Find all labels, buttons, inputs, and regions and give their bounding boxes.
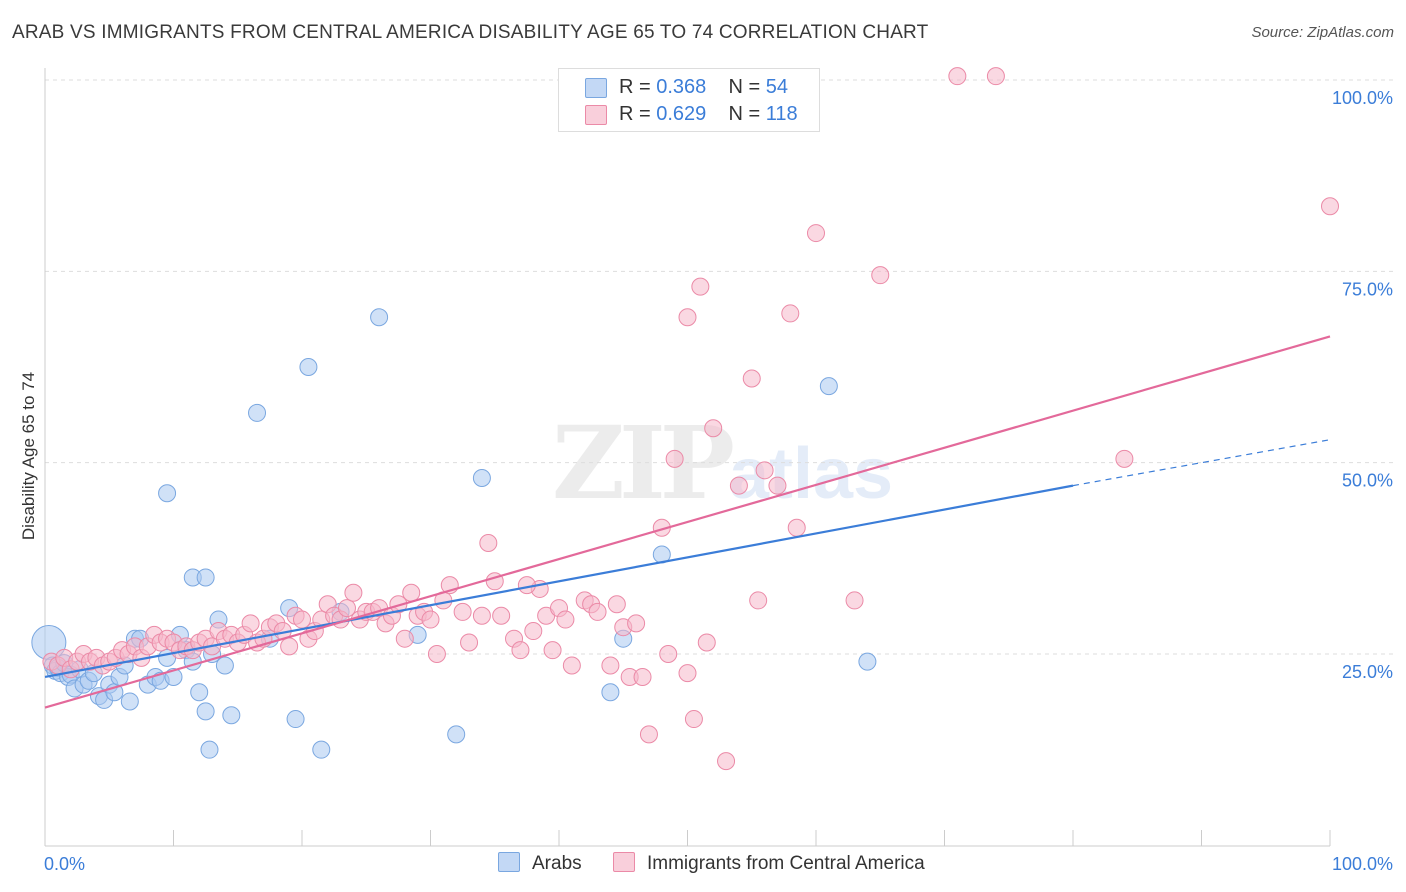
central-america-point (659, 645, 678, 663)
central-america-point (524, 622, 543, 641)
source-label: Source: ZipAtlas.com (1251, 24, 1394, 41)
chart-title: ARAB VS IMMIGRANTS FROM CENTRAL AMERICA … (12, 22, 929, 43)
central-america-point (479, 534, 498, 553)
central-america-point (871, 266, 890, 285)
central-america-point (704, 419, 723, 438)
central-america-point (241, 614, 260, 633)
arabs-point (286, 710, 305, 729)
central-america-point (543, 641, 562, 660)
central-america-point (601, 656, 620, 675)
central-america-point (742, 369, 761, 388)
y-tick-label: 25.0% (1342, 662, 1393, 682)
central-america-point (395, 629, 414, 648)
arabs-point (200, 740, 219, 759)
arabs-point (819, 377, 838, 396)
central-america-point (627, 614, 646, 633)
central-america-point (344, 583, 363, 602)
central-america-point (511, 641, 530, 660)
central-america-point (729, 476, 748, 495)
arabs-point (312, 740, 331, 759)
arabs-point (472, 468, 491, 487)
x-tick-label-max: 100.0% (1332, 854, 1393, 874)
legend-r-label: R = (619, 76, 651, 98)
central-america-point (948, 67, 967, 86)
legend-r-value: 0.629 (656, 103, 707, 125)
central-america-point (562, 656, 581, 675)
bottom-legend-swatch-central-america (613, 852, 635, 872)
central-america-point (427, 645, 446, 663)
bottom-legend-label-arabs: Arabs (532, 853, 582, 874)
legend-swatch-arabs (585, 78, 607, 98)
arabs-point (196, 702, 215, 721)
central-america-point (453, 602, 472, 621)
arabs-point (248, 403, 267, 422)
legend-n-value: 118 (765, 103, 798, 125)
central-america-point (755, 461, 774, 480)
central-america-point (1321, 197, 1339, 216)
central-america-point (389, 595, 408, 614)
legend-n-label: N = (728, 76, 761, 98)
arabs-point (222, 706, 241, 725)
arabs-point (370, 308, 389, 327)
y-axis-title: Disability Age 65 to 74 (19, 371, 38, 541)
central-america-point (749, 591, 768, 610)
central-america-point (691, 277, 710, 296)
central-america-point (472, 606, 491, 625)
central-america-point (684, 710, 703, 729)
central-america-point (421, 610, 440, 629)
central-america-point (556, 610, 575, 629)
central-america-point (787, 518, 806, 537)
legend-r-value: 0.368 (656, 76, 707, 98)
bottom-legend-label-central-america: Immigrants from Central America (647, 853, 925, 874)
y-tick-label: 75.0% (1342, 279, 1393, 299)
central-america-point (665, 449, 684, 468)
bottom-legend-central-america: Immigrants from Central America (613, 852, 925, 875)
y-tick-label: 100.0% (1332, 88, 1393, 108)
x-tick-label-min: 0.0% (44, 854, 85, 874)
bottom-legend-arabs: Arabs (498, 852, 582, 875)
central-america-point (402, 583, 421, 602)
central-america-point (588, 602, 607, 621)
arabs-point (190, 683, 209, 702)
arabs-point (120, 692, 139, 711)
legend-n-label: N = (728, 103, 761, 125)
central-america-point (607, 595, 626, 614)
central-america-point (492, 606, 511, 625)
central-america-point (460, 633, 479, 652)
central-america-point (678, 308, 697, 327)
central-america-point (986, 67, 1005, 86)
central-america-point (280, 637, 299, 656)
central-america-point (639, 725, 658, 744)
legend-swatch-central-america (585, 105, 607, 125)
central-america-point (781, 304, 800, 323)
arabs-point (196, 568, 215, 587)
legend-r-label: R = (619, 103, 651, 125)
central-america-point (1115, 449, 1134, 468)
central-america-point (337, 599, 356, 618)
y-tick-label: 50.0% (1342, 471, 1393, 491)
arabs-trend-line (44, 484, 1074, 679)
bottom-legend-swatch-arabs (498, 852, 520, 872)
arabs-point (447, 725, 466, 744)
legend-n-value: 54 (765, 76, 789, 98)
central-america-point (633, 667, 652, 686)
arabs-point (158, 484, 177, 503)
watermark-atlas: atlas (728, 434, 894, 514)
central-america-point (845, 591, 864, 610)
central-america-point (807, 224, 825, 243)
arabs-point (215, 656, 234, 675)
arabs-point (299, 358, 318, 376)
correlation-legend: R = 0.368 N = 54 R = 0.629 N = 118 (558, 68, 820, 132)
central-america-point (678, 664, 697, 683)
arabs-point (601, 683, 620, 702)
arabs-point (858, 652, 877, 671)
central-america-point (717, 752, 736, 771)
central-america-trend-line (44, 335, 1331, 709)
central-america-point (697, 633, 716, 652)
central-america-point (768, 476, 787, 495)
